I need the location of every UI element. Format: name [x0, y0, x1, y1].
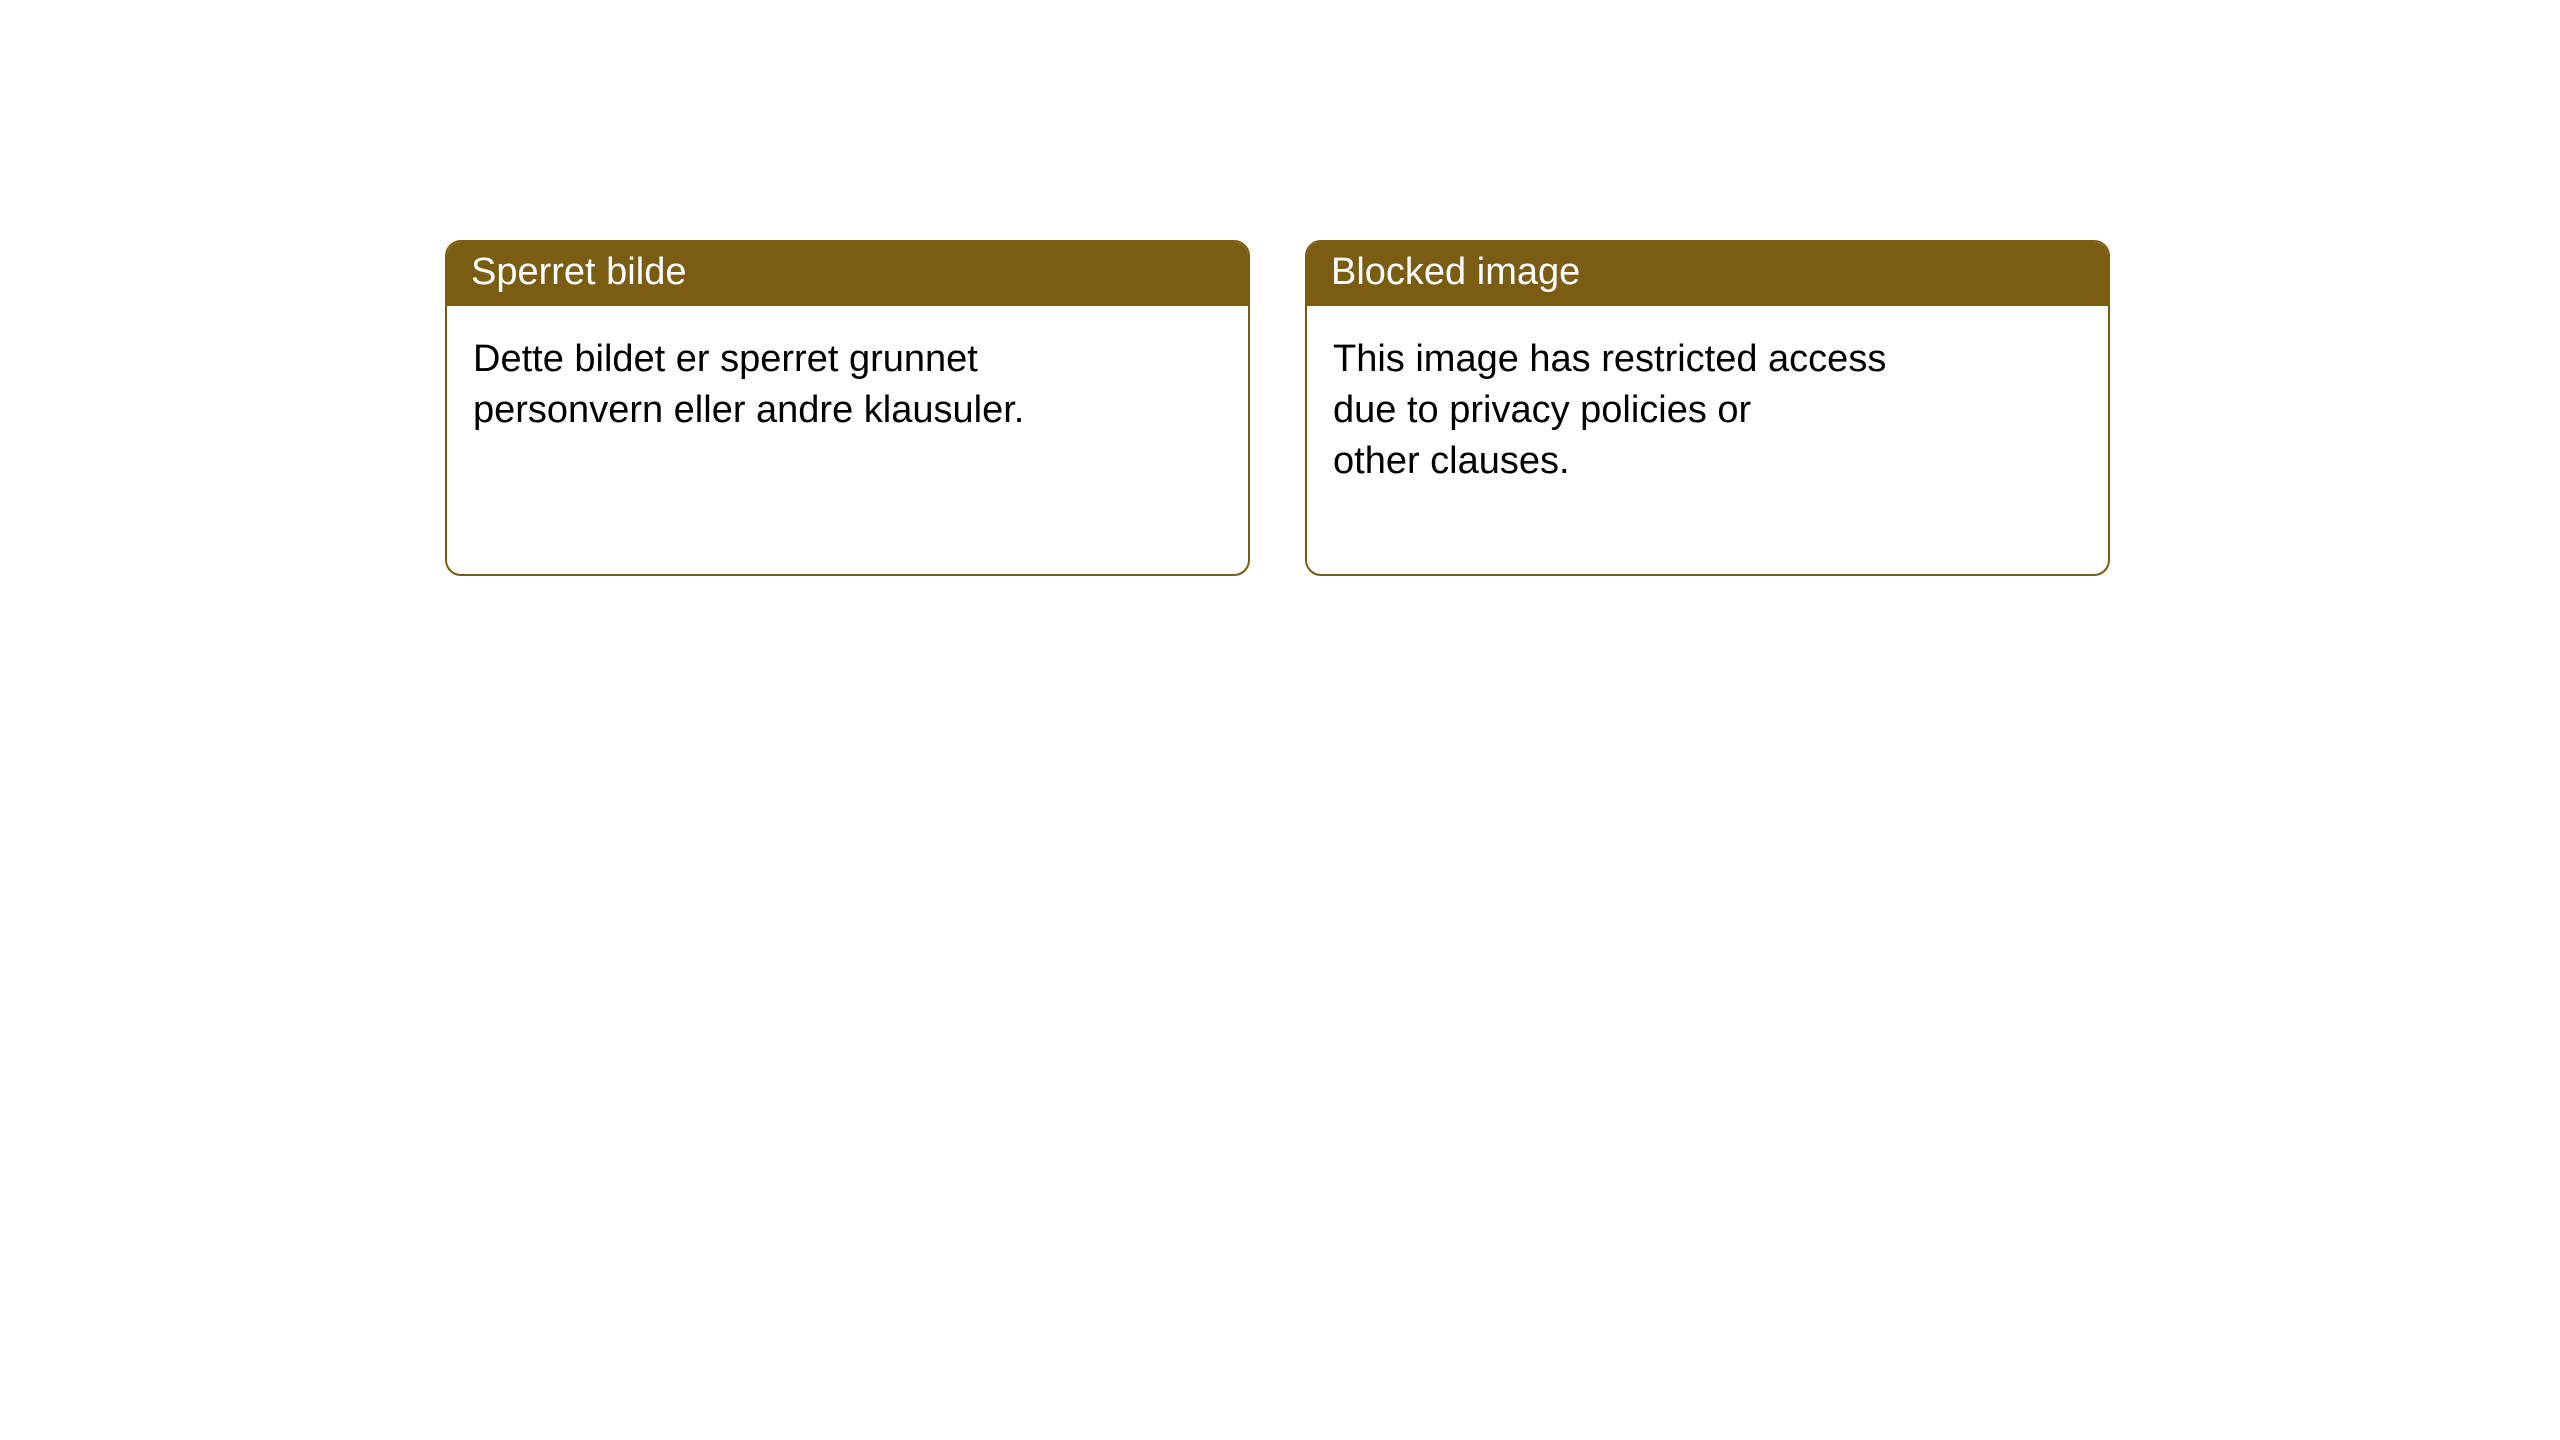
notice-card-body-no: Dette bildet er sperret grunnet personve… — [447, 306, 1248, 457]
notice-card-no: Sperret bilde Dette bildet er sperret gr… — [445, 240, 1250, 576]
notice-card-body-en: This image has restricted access due to … — [1307, 306, 2108, 508]
notice-card-row: Sperret bilde Dette bildet er sperret gr… — [445, 240, 2110, 576]
notice-card-title-no: Sperret bilde — [447, 242, 1248, 306]
notice-card-title-en: Blocked image — [1307, 242, 2108, 306]
page-stage: Sperret bilde Dette bildet er sperret gr… — [0, 0, 2560, 1440]
notice-card-en: Blocked image This image has restricted … — [1305, 240, 2110, 576]
